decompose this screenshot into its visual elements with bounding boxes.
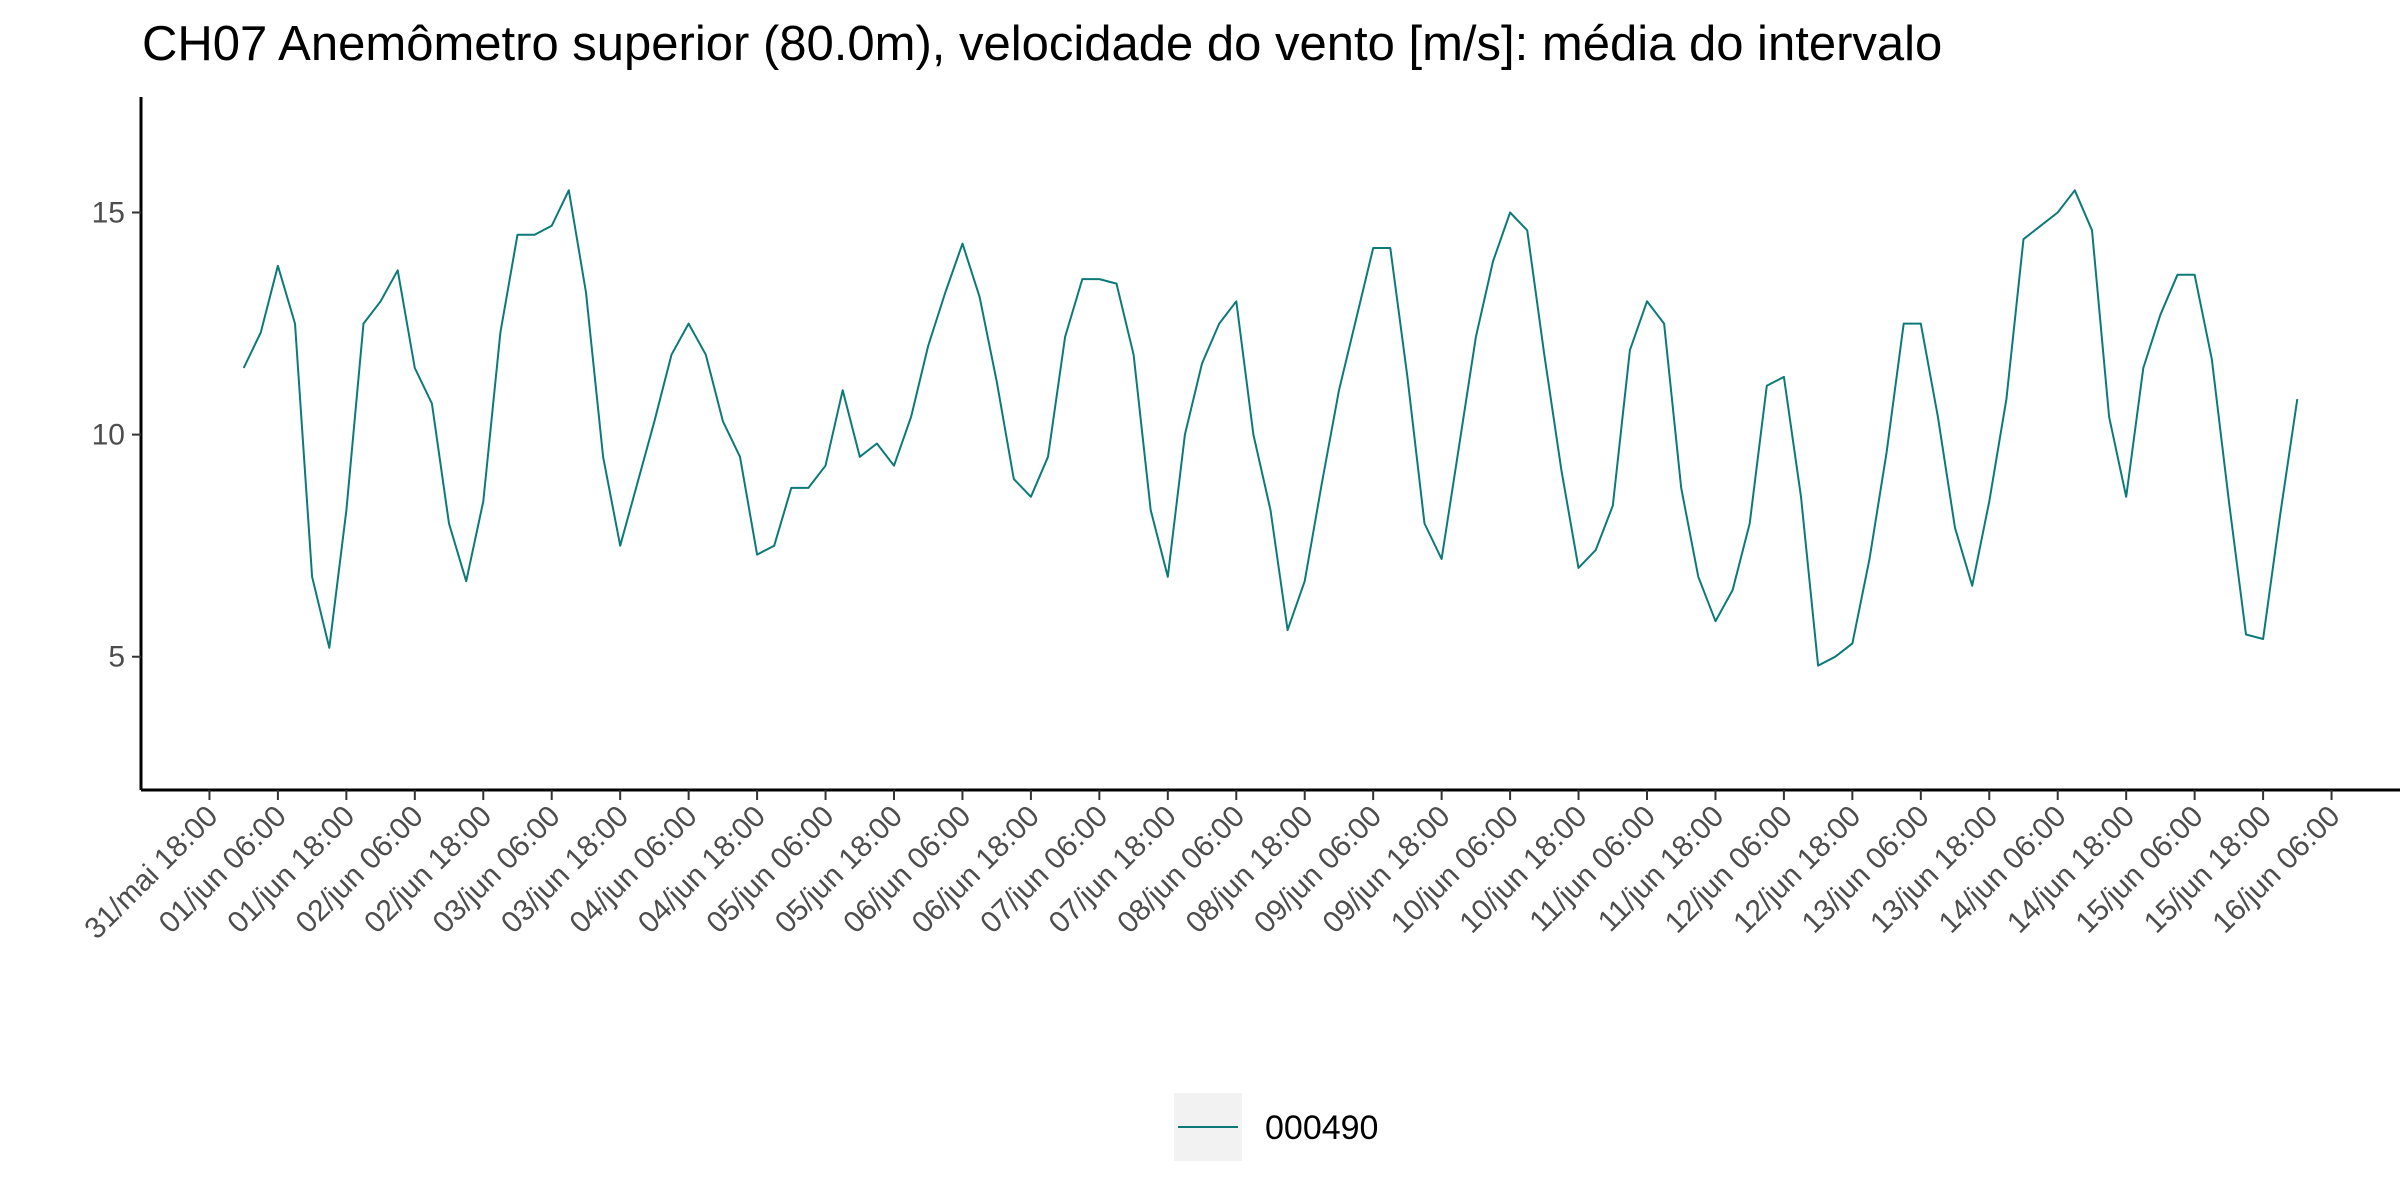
legend-label: 000490 bbox=[1265, 1109, 1378, 1147]
y-tick-label: 10 bbox=[92, 419, 125, 452]
chart-title: CH07 Anemômetro superior (80.0m), veloci… bbox=[142, 17, 1942, 71]
series-line bbox=[242, 189, 2299, 667]
y-tick-label: 15 bbox=[92, 197, 125, 230]
legend: 000490 bbox=[1174, 1093, 1378, 1161]
y-tick-label: 5 bbox=[108, 641, 125, 674]
